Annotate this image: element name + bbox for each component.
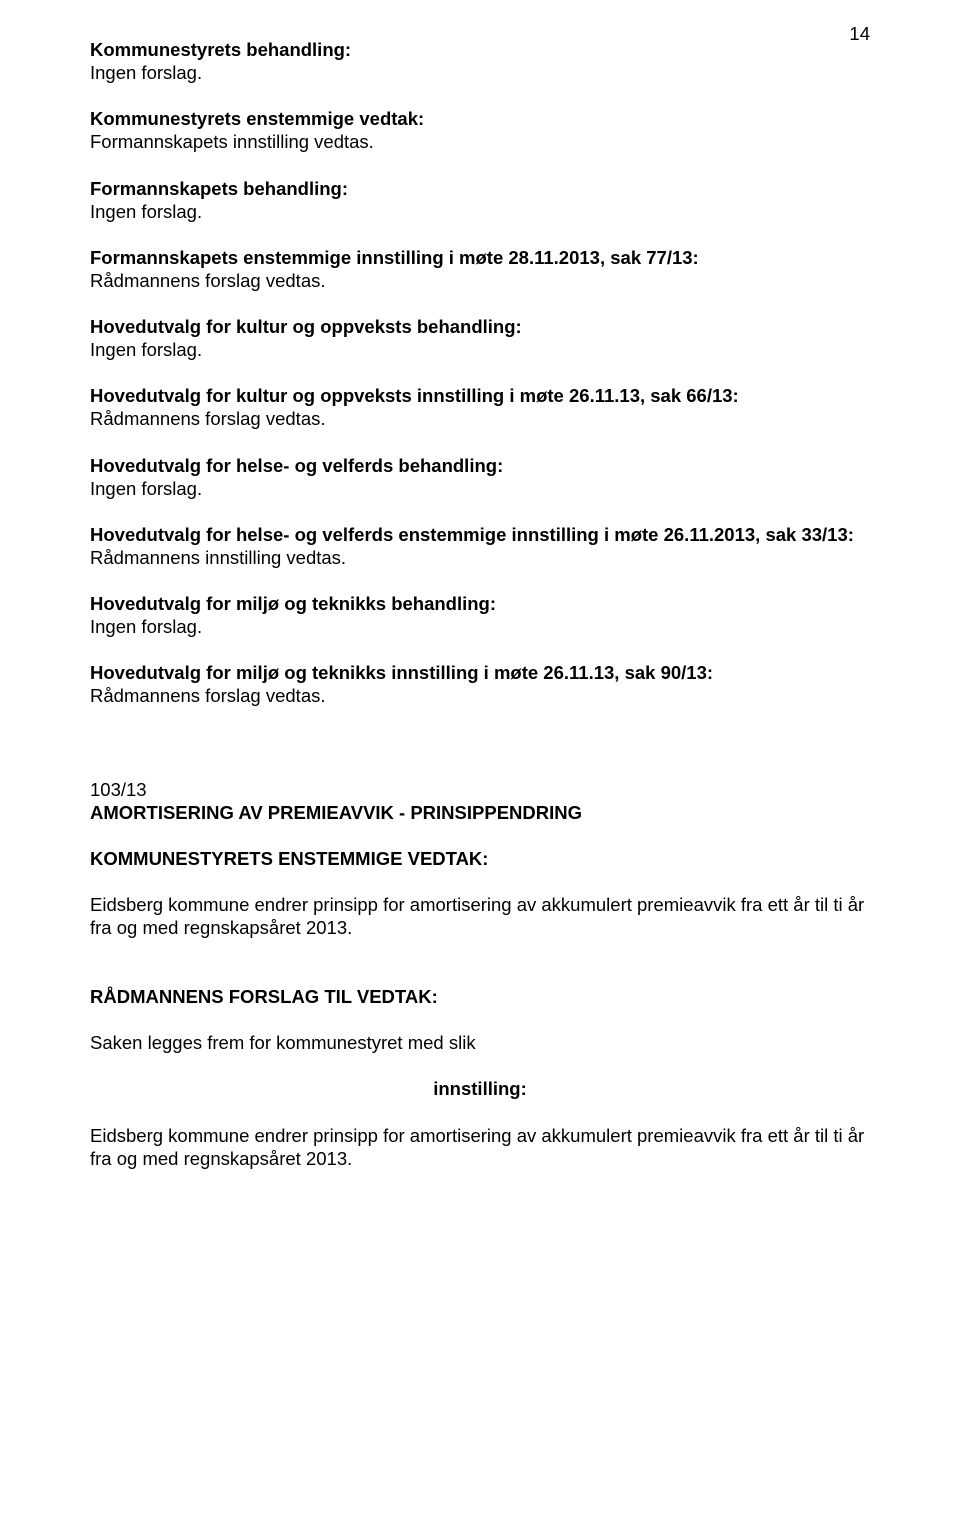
body-text: Ingen forslag.	[90, 477, 870, 500]
heading: Kommunestyrets behandling:	[90, 38, 870, 61]
case-forslag-heading: RÅDMANNENS FORSLAG TIL VEDTAK:	[90, 985, 870, 1008]
section-helse-velferd-innstilling: Hovedutvalg for helse- og velferds enste…	[90, 523, 870, 569]
heading: Hovedutvalg for miljø og teknikks innsti…	[90, 661, 870, 684]
heading: Formannskapets behandling:	[90, 177, 870, 200]
heading: Hovedutvalg for miljø og teknikks behand…	[90, 592, 870, 615]
body-text: Rådmannens forslag vedtas.	[90, 407, 870, 430]
case-vedtak-heading: KOMMUNESTYRETS ENSTEMMIGE VEDTAK:	[90, 847, 870, 870]
body-text: Eidsberg kommune endrer prinsipp for amo…	[90, 893, 870, 939]
section-miljo-teknikk-innstilling: Hovedutvalg for miljø og teknikks innsti…	[90, 661, 870, 707]
section-kultur-oppvekst-innstilling: Hovedutvalg for kultur og oppveksts inns…	[90, 384, 870, 430]
section-helse-velferd-behandling: Hovedutvalg for helse- og velferds behan…	[90, 454, 870, 500]
body-text: Formannskapets innstilling vedtas.	[90, 130, 870, 153]
case-vedtak-para: Eidsberg kommune endrer prinsipp for amo…	[90, 893, 870, 939]
case-vedtak-heading-block: KOMMUNESTYRETS ENSTEMMIGE VEDTAK:	[90, 847, 870, 870]
section-kultur-oppvekst-behandling: Hovedutvalg for kultur og oppveksts beha…	[90, 315, 870, 361]
body-text: Ingen forslag.	[90, 338, 870, 361]
case-forslag-heading-block: RÅDMANNENS FORSLAG TIL VEDTAK:	[90, 985, 870, 1008]
section-formannskapets-behandling: Formannskapets behandling: Ingen forslag…	[90, 177, 870, 223]
heading: Hovedutvalg for kultur og oppveksts inns…	[90, 384, 870, 407]
case-title: AMORTISERING AV PREMIEAVVIK - PRINSIPPEN…	[90, 801, 870, 824]
section-kommunestyrets-vedtak: Kommunestyrets enstemmige vedtak: Forman…	[90, 107, 870, 153]
body-text: Rådmannens innstilling vedtas.	[90, 546, 870, 569]
heading: Formannskapets enstemmige innstilling i …	[90, 246, 870, 269]
body-text: Rådmannens forslag vedtas.	[90, 269, 870, 292]
body-text: Ingen forslag.	[90, 200, 870, 223]
page-number: 14	[849, 22, 870, 45]
innstilling-label: innstilling:	[90, 1077, 870, 1100]
case-block: 103/13 AMORTISERING AV PREMIEAVVIK - PRI…	[90, 778, 870, 1170]
section-formannskapets-innstilling: Formannskapets enstemmige innstilling i …	[90, 246, 870, 292]
body-text: Eidsberg kommune endrer prinsipp for amo…	[90, 1124, 870, 1170]
body-text: Ingen forslag.	[90, 615, 870, 638]
case-forslag-para: Eidsberg kommune endrer prinsipp for amo…	[90, 1124, 870, 1170]
body-text: Rådmannens forslag vedtas.	[90, 684, 870, 707]
body-text: Saken legges frem for kommunestyret med …	[90, 1031, 870, 1054]
innstilling-label-block: innstilling:	[90, 1077, 870, 1100]
case-number: 103/13	[90, 778, 870, 801]
heading: Hovedutvalg for helse- og velferds enste…	[90, 523, 870, 546]
section-miljo-teknikk-behandling: Hovedutvalg for miljø og teknikks behand…	[90, 592, 870, 638]
heading: Kommunestyrets enstemmige vedtak:	[90, 107, 870, 130]
heading: Hovedutvalg for helse- og velferds behan…	[90, 454, 870, 477]
section-kommunestyrets-behandling: Kommunestyrets behandling: Ingen forslag…	[90, 38, 870, 84]
body-text: Ingen forslag.	[90, 61, 870, 84]
case-forslag-intro: Saken legges frem for kommunestyret med …	[90, 1031, 870, 1054]
heading: Hovedutvalg for kultur og oppveksts beha…	[90, 315, 870, 338]
